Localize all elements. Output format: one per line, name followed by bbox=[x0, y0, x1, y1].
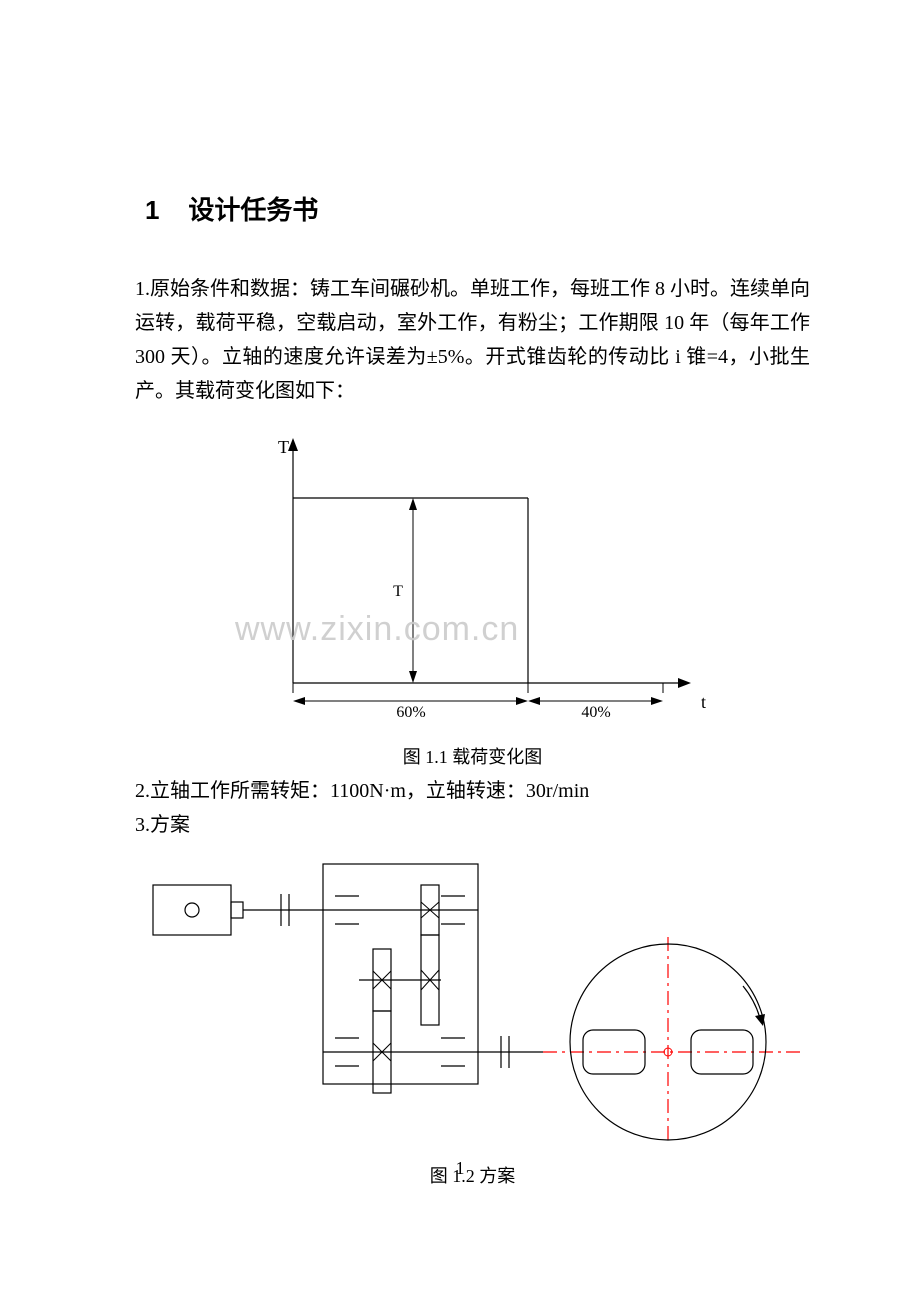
bar-label-T: T bbox=[393, 583, 403, 600]
percent-60: 60% bbox=[396, 704, 425, 718]
yaxis-label: T bbox=[278, 437, 289, 457]
section-title-text: 设计任务书 bbox=[188, 195, 318, 225]
paragraph-2: 2.立轴工作所需转矩：1100N·m，立轴转速：30r/min bbox=[135, 774, 810, 808]
page-number: 1 bbox=[0, 1158, 920, 1179]
section-title: 1 设计任务书 bbox=[135, 190, 810, 227]
paragraph-3: 3.方案 bbox=[135, 808, 810, 842]
percent-40: 40% bbox=[581, 704, 610, 718]
xaxis-label: t bbox=[701, 692, 706, 712]
scheme-diagram bbox=[135, 852, 810, 1142]
load-chart: T 60% 40% T t bbox=[135, 433, 810, 718]
paragraph-1: 1.原始条件和数据：铸工车间碾砂机。单班工作，每班工作 8 小时。连续单向运转，… bbox=[135, 272, 810, 408]
section-number: 1 bbox=[145, 195, 159, 225]
figure1-caption: 图 1.1 载荷变化图 bbox=[135, 743, 810, 769]
